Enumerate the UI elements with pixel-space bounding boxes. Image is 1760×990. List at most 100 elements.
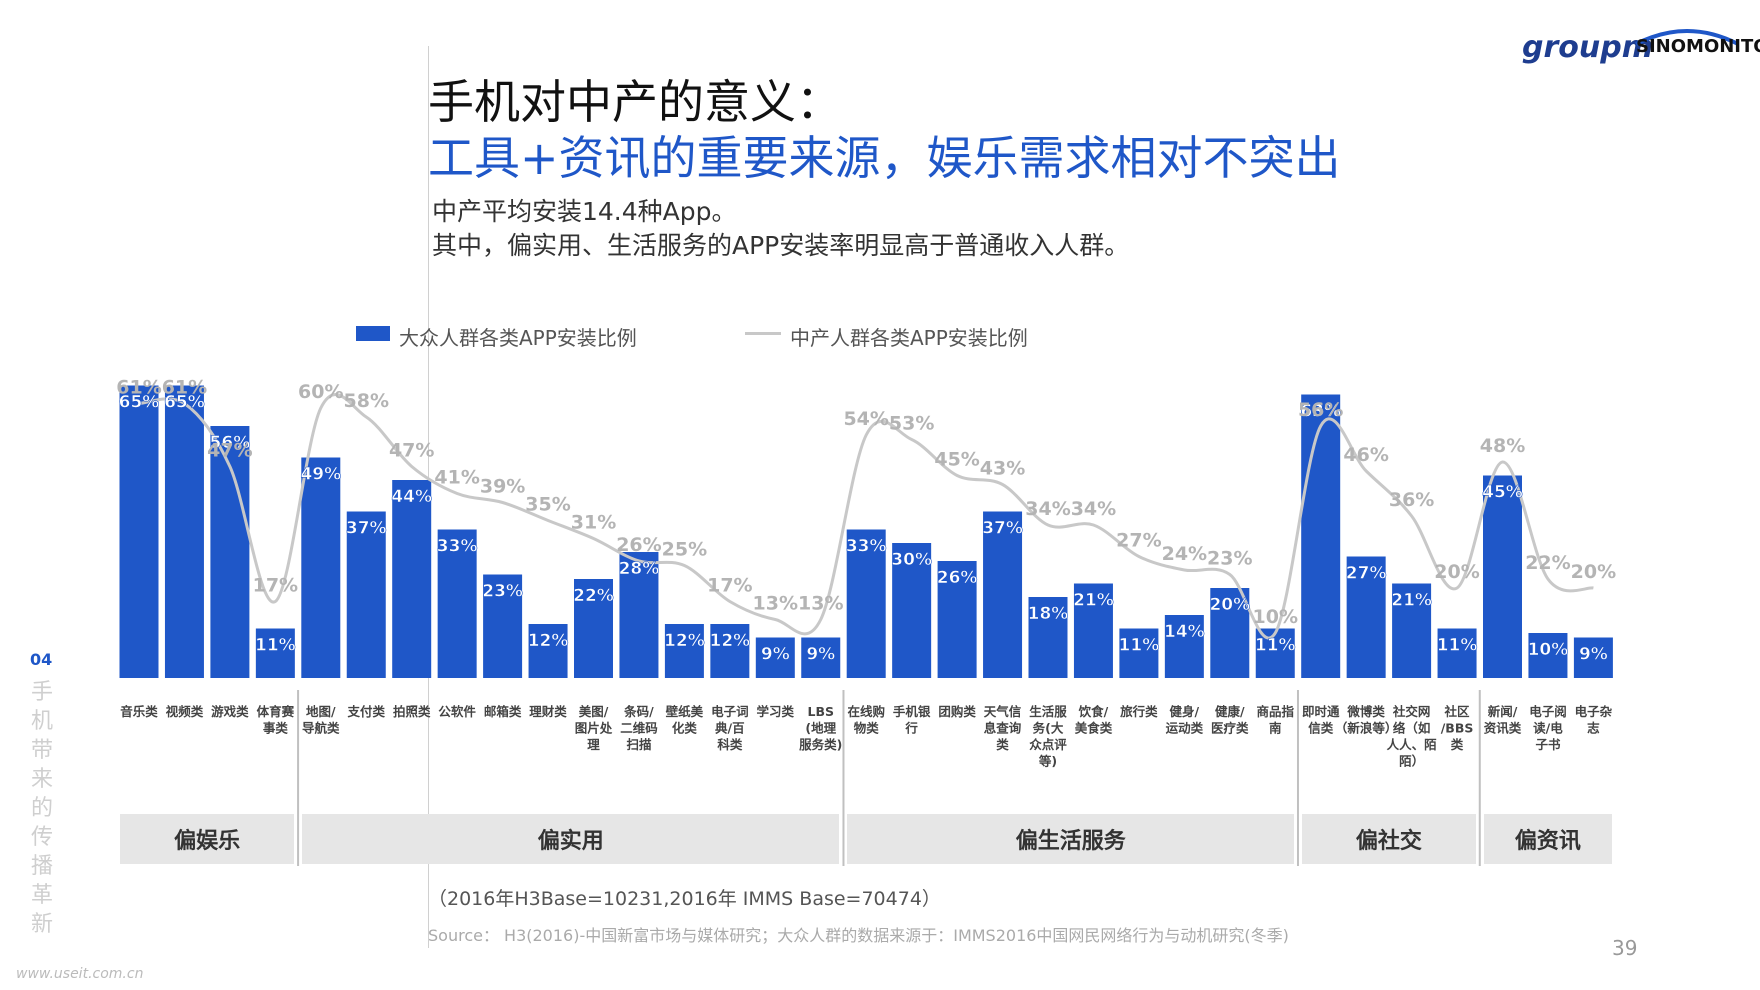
bar-mass	[1119, 628, 1159, 678]
line-value-label: 54%	[843, 408, 888, 430]
bar-value-label: 9%	[1579, 645, 1608, 665]
bar-value-label: 12%	[709, 631, 750, 651]
category-label: 体育赛	[257, 704, 295, 719]
bar-value-label: 30%	[891, 550, 932, 570]
category-label: 人人、陌	[1387, 737, 1438, 752]
category-label: 拍照类	[393, 704, 431, 719]
line-value-label: 35%	[525, 494, 570, 516]
category-label: 公软件	[438, 704, 476, 719]
category-label: 邮箱类	[484, 704, 522, 719]
group-label: 偏实用	[302, 814, 840, 864]
bar-mass	[301, 457, 341, 678]
bar-value-label: 45%	[1482, 483, 1523, 503]
line-value-label: 36%	[1389, 489, 1434, 511]
bar-value-label: 20%	[1209, 595, 1250, 615]
category-label: 电子杂	[1575, 704, 1613, 719]
bar-mass	[892, 543, 932, 678]
bar-value-label: 18%	[1028, 604, 1069, 624]
line-value-label: 20%	[1571, 561, 1616, 583]
line-value-label: 58%	[344, 390, 389, 412]
sinomonitor-logo-arc	[1635, 29, 1739, 46]
category-label: 电子阅	[1529, 704, 1567, 719]
summary-line-1: 中产平均安装14.4种App。	[432, 197, 737, 226]
line-value-label: 61%	[162, 377, 207, 399]
category-label: 医疗类	[1211, 721, 1249, 736]
bar-mass	[619, 552, 659, 678]
line-value-label: 61%	[116, 377, 161, 399]
category-label: 社区	[1444, 704, 1471, 719]
bar-value-label: 44%	[391, 487, 432, 507]
page-title: 手机对中产的意义：	[428, 75, 842, 129]
bar-mass	[1483, 475, 1522, 678]
category-label: 社交网	[1392, 704, 1431, 719]
line-value-label: 10%	[1253, 606, 1298, 628]
category-label: 子书	[1535, 737, 1561, 752]
category-label: 等)	[1038, 754, 1057, 769]
bar-value-label: 21%	[1073, 591, 1114, 611]
category-label: 化类	[672, 721, 698, 736]
category-label: 视频类	[166, 704, 204, 719]
source-note: Source： H3(2016)-中国新富市场与媒体研究；大众人群的数据来源于：…	[428, 926, 1289, 945]
category-label: 美食类	[1075, 721, 1113, 736]
category-label: 商品指	[1256, 704, 1294, 719]
bar-value-label: 33%	[846, 537, 887, 557]
category-label: 理财类	[529, 704, 567, 719]
bar-mass	[574, 579, 613, 678]
category-label: 饮食/	[1078, 704, 1109, 719]
bar-value-label: 9%	[761, 645, 790, 665]
bar-value-label: 49%	[300, 465, 341, 485]
legend-label-mass: 大众人群各类APP安装比例	[399, 326, 637, 350]
line-value-label: 41%	[434, 467, 479, 489]
category-label: 音乐类	[120, 704, 158, 719]
line-value-label: 34%	[1025, 498, 1070, 520]
line-value-label: 13%	[753, 593, 798, 615]
line-value-label: 26%	[616, 534, 661, 556]
line-value-label: 53%	[889, 413, 934, 435]
category-label: 务(大	[1033, 721, 1064, 736]
line-value-label: 25%	[662, 539, 707, 561]
bar-value-label: 12%	[664, 631, 705, 651]
category-label: (地理	[805, 721, 836, 736]
category-label: 络（如	[1393, 721, 1431, 736]
bar-mass	[1210, 588, 1250, 678]
group-label: 偏生活服务	[847, 814, 1294, 864]
bar-value-label: 65%	[164, 393, 205, 413]
category-label: 二维码	[620, 721, 658, 736]
category-label: 服务类)	[799, 737, 842, 752]
bar-value-label: 12%	[528, 631, 569, 651]
bar-value-label: 11%	[1437, 636, 1478, 656]
bar-mass	[1528, 633, 1568, 678]
category-label: LBS	[808, 704, 835, 719]
line-value-label: 31%	[571, 512, 616, 534]
bar-mass	[1028, 597, 1068, 678]
category-label: 团购类	[938, 704, 976, 719]
bar-mass	[664, 624, 704, 678]
bar-value-label: 56%	[210, 433, 251, 453]
bar-value-label: 9%	[806, 645, 835, 665]
bar-mass	[164, 385, 204, 678]
category-label: 事类	[263, 721, 289, 736]
bar-mass	[710, 624, 750, 678]
category-label: 息查询	[984, 721, 1022, 736]
bar-mass	[1164, 615, 1204, 678]
line-value-label: 27%	[1116, 530, 1161, 552]
line-value-label: 47%	[389, 440, 434, 462]
line-value-label: 56%	[1298, 399, 1343, 421]
line-value-label: 39%	[480, 476, 525, 498]
category-label: 类	[996, 737, 1009, 752]
category-label: 美图/	[579, 704, 609, 719]
category-label: 地图/	[306, 704, 336, 719]
group-label: 偏娱乐	[120, 814, 295, 864]
bar-value-label: 11%	[255, 636, 296, 656]
category-label: 即时通	[1302, 704, 1340, 719]
bar-mass	[755, 637, 795, 678]
bar-value-label: 63%	[1300, 402, 1341, 422]
category-label: 资讯类	[1484, 721, 1522, 736]
bar-mass	[1073, 583, 1113, 678]
page-subtitle-headline: 工具+资讯的重要来源，娱乐需求相对不突出	[428, 131, 1341, 185]
category-label: 手机银	[893, 704, 931, 719]
watermark: www.useit.com.cn	[16, 966, 144, 982]
category-label: 天气信	[984, 704, 1022, 719]
category-label: 在线购	[847, 704, 885, 719]
bar-value-label: 37%	[982, 519, 1023, 539]
